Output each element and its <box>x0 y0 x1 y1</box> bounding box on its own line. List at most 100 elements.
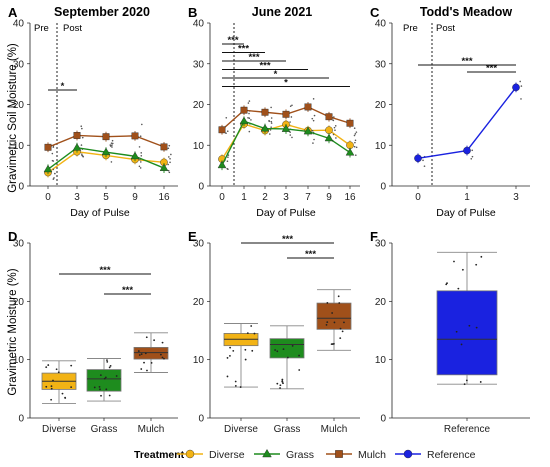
panel-b-grass-point-1 <box>239 116 249 125</box>
panel-a-x-tick-label-2: 5 <box>103 192 109 203</box>
panel-d-y-tick-label-1: 10 <box>13 355 25 366</box>
panel-f-reference-raw-point <box>457 287 460 290</box>
panel-e-diverse-raw-point <box>244 358 247 361</box>
panel-e-diverse-raw-point <box>246 332 249 335</box>
panel-e-diverse-raw-point <box>226 375 229 378</box>
panel-letter-a: A <box>8 5 18 20</box>
panel-c-x-axis-label: Day of Pulse <box>436 207 496 219</box>
panel-b-mulch-raw-point <box>225 132 227 134</box>
panel-d-grass-raw-point <box>100 394 102 397</box>
panel-b-title: June 2021 <box>252 5 313 19</box>
panel-a-diverse-raw-point <box>53 177 55 179</box>
panel-c-title: Todd's Meadow <box>420 5 513 19</box>
panel-a-chart: 0 10 20 30 40 0 3 5 9 16 * <box>13 19 178 203</box>
panel-a-x-axis-label: Day of Pulse <box>70 207 130 219</box>
panel-b-significance-label-2: *** <box>248 52 259 63</box>
panel-d-grass-raw-point <box>99 374 102 377</box>
panel-a-mulch-raw-point <box>138 146 141 148</box>
panel-e-diverse-raw-point <box>253 332 256 335</box>
panel-f-reference-raw-point <box>455 330 458 333</box>
panel-b-diverse-raw-point <box>355 146 358 149</box>
panel-d-y-tick-label-3: 30 <box>13 239 25 250</box>
panel-e-mulch-raw-point <box>343 321 345 324</box>
panel-d-x-tick-label-0: Diverse <box>42 424 76 435</box>
panel-b-significance-label-3: *** <box>259 61 270 72</box>
panel-b-mulch-point-1 <box>240 106 248 114</box>
panel-b-significance-label-5: * <box>284 78 288 89</box>
panel-c-reference-raw-point <box>423 165 426 167</box>
panel-f-reference-raw-point <box>461 268 464 271</box>
panel-b-mulch-raw-point <box>248 100 251 102</box>
panel-a-x-tick-label-1: 3 <box>74 192 80 203</box>
panel-d-diverse-raw-point <box>50 398 53 401</box>
panel-b-x-axis-label: Day of Pulse <box>256 207 316 219</box>
panel-letter-d: D <box>8 229 17 244</box>
panel-c-reference-point-2 <box>512 83 520 92</box>
panel-f-chart: 0 10 20 30 Reference <box>375 239 530 435</box>
panel-b-x-tick-label-3: 3 <box>283 192 289 203</box>
panel-e-mulch-raw-point <box>326 321 329 324</box>
panel-letter-b: B <box>188 5 197 20</box>
panel-d-diverse-raw-point <box>52 379 54 382</box>
panel-e-y-tick-label-1: 10 <box>193 355 205 366</box>
panel-a-y-tick-label-4: 40 <box>13 19 25 30</box>
panel-b-mulch-raw-point <box>312 98 315 100</box>
panel-b-y-tick-label-2: 20 <box>193 100 205 111</box>
panel-a-grass-point-1 <box>72 143 82 151</box>
panel-b-y-tick-label-1: 10 <box>193 141 205 152</box>
panel-d-diverse-raw-point <box>47 364 50 366</box>
panel-a-mulch-raw-point <box>170 153 172 156</box>
panel-a-title: September 2020 <box>54 5 150 19</box>
panel-b-grass-raw-point <box>313 138 315 141</box>
panel-e-diverse-raw-point <box>250 325 253 327</box>
panel-d-grass-raw-point <box>115 375 118 377</box>
panel-a-diverse-raw-point <box>168 171 171 174</box>
legend-grass-marker <box>262 449 272 458</box>
panel-f-y-tick-label-2: 20 <box>375 297 387 308</box>
panel-f-reference-raw-point <box>465 379 468 382</box>
panel-e-mulch-raw-point <box>341 330 344 333</box>
panel-a-grass-raw-point <box>110 144 112 147</box>
panel-b-x-tick-label-4: 7 <box>305 192 311 203</box>
panel-b-mulch-raw-point <box>247 102 250 104</box>
panel-b-mulch-raw-point <box>270 117 273 119</box>
panel-b-mulch-raw-point <box>355 131 358 133</box>
panel-d-mulch-raw-point <box>143 361 145 364</box>
panel-f-reference-raw-point <box>460 343 463 346</box>
panel-d-grass-raw-point <box>106 360 109 363</box>
panel-d-significance-label-1: *** <box>122 285 133 296</box>
panel-b-mulch-point-3 <box>282 110 290 118</box>
legend: Treatment Diverse Grass Mulch Reference <box>134 449 476 461</box>
panel-b-diverse-raw-point <box>270 126 272 128</box>
panel-c-significance-label-1: *** <box>486 63 497 74</box>
panel-c-y-tick-label-1: 10 <box>375 141 387 152</box>
panel-f-reference-box <box>436 290 498 376</box>
panel-d-mulch-raw-point <box>161 356 164 359</box>
panel-f-reference-raw-point <box>475 263 478 266</box>
panel-d-mulch-raw-point <box>146 369 148 372</box>
panel-b-diverse-raw-point <box>354 133 357 135</box>
panel-e-grass-raw-point <box>298 369 301 371</box>
panel-d-y-tick-label-2: 20 <box>13 297 25 308</box>
panel-b-diverse-raw-point <box>248 112 250 115</box>
panel-e-grass-raw-point <box>298 354 300 357</box>
panel-a-grass-raw-point <box>52 168 55 171</box>
panel-b-diverse-raw-point <box>269 133 271 135</box>
panel-a-mulch-raw-point <box>110 142 113 144</box>
panel-d-grass-raw-point <box>109 365 112 367</box>
panel-e-diverse-raw-point <box>229 346 232 349</box>
panel-f-reference-raw-point <box>468 324 471 327</box>
panel-b-grass-point-3 <box>281 124 291 132</box>
panel-c-chart: 0 10 20 30 40 0 1 3 *** *** <box>375 19 530 203</box>
panel-d-x-tick-label-1: Grass <box>91 424 118 435</box>
panel-e-y-tick-label-0: 0 <box>198 414 204 425</box>
panel-d-grass-raw-point <box>93 386 96 389</box>
panel-b-x-tick-label-0: 0 <box>219 192 225 203</box>
panel-e-diverse-raw-point <box>229 354 231 357</box>
legend-diverse-marker <box>185 449 195 459</box>
panel-d-grass-box <box>86 369 122 392</box>
panel-e-mulch-raw-point <box>333 321 336 324</box>
panel-e-y-tick-label-2: 20 <box>193 297 205 308</box>
panel-a-grass-point-3 <box>130 151 140 160</box>
panel-a-y-tick-label-3: 30 <box>13 59 25 70</box>
